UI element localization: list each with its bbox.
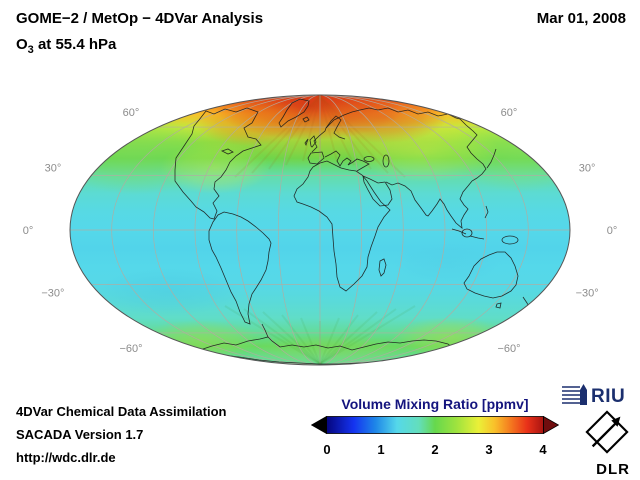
colorbar-over-arrow [543, 415, 560, 435]
latitude-label: −30° [41, 288, 64, 300]
riu-logo: RIU [560, 381, 634, 412]
riu-tower-icon [580, 384, 587, 405]
continent-outlines [174, 98, 531, 365]
colorbar-gradient [326, 416, 544, 434]
latitude-label: 30° [45, 162, 62, 174]
latitude-label: 60° [501, 107, 518, 119]
footer-line-assimilation: 4DVar Chemical Data Assimilation [16, 404, 227, 419]
dlr-arrowhead-icon [611, 416, 621, 427]
dlr-logo-text: DLR [596, 461, 630, 478]
latitude-label: −60° [119, 343, 142, 355]
footer-line-version: SACADA Version 1.7 [16, 427, 144, 442]
date-label: Mar 01, 2008 [536, 10, 626, 27]
title-block: GOME−2 / MetOp − 4DVar Analysis O3 at 55… [16, 10, 263, 56]
latitude-label: 60° [123, 107, 140, 119]
colorbar-tick-label: 2 [431, 442, 439, 457]
colorbar-under-arrow [310, 415, 327, 435]
latitude-label: 30° [579, 162, 596, 174]
colorbar-title: Volume Mixing Ratio [ppmv] [341, 396, 529, 412]
latitude-label: −60° [497, 343, 520, 355]
colorbar-tick-label: 1 [377, 442, 385, 457]
dlr-swoosh-icon [591, 420, 619, 448]
colorbar-tick-labels: 0 1 2 3 4 [311, 442, 559, 458]
colorbar-area: Volume Mixing Ratio [ppmv] 0 1 2 3 4 [310, 396, 560, 458]
riu-logo-icon: RIU [562, 384, 625, 407]
colorbar-tick-label: 0 [323, 442, 331, 457]
subtitle-subscript: 3 [27, 44, 34, 56]
dlr-logo: DLR [578, 409, 630, 478]
colorbar-tick-label: 4 [539, 442, 547, 457]
subtitle-species: O [16, 36, 28, 53]
footer-text: 4DVar Chemical Data Assimilation SACADA … [16, 400, 227, 469]
page-subtitle: O3 at 55.4 hPa [16, 36, 263, 56]
dlr-logo-icon [585, 410, 629, 454]
header: GOME−2 / MetOp − 4DVar Analysis O3 at 55… [16, 10, 626, 56]
latitude-labels: 60° 60° 30° 30° 0° 0° −30° −30° −60° −60° [23, 107, 618, 355]
latitude-label: 0° [23, 225, 34, 237]
riu-logo-stripes [562, 386, 580, 404]
footer-line-url: http://wdc.dlr.de [16, 450, 116, 465]
page-title: GOME−2 / MetOp − 4DVar Analysis [16, 10, 264, 27]
latitude-label: −30° [576, 288, 599, 300]
dlr-diamond-icon [585, 410, 629, 454]
latitude-label: 0° [607, 225, 618, 237]
map-outline [69, 94, 571, 366]
riu-logo-text: RIU [591, 386, 625, 407]
colorbar [310, 415, 560, 435]
colorbar-tick-label: 3 [485, 442, 493, 457]
subtitle-level: at 55.4 hPa [33, 36, 117, 53]
